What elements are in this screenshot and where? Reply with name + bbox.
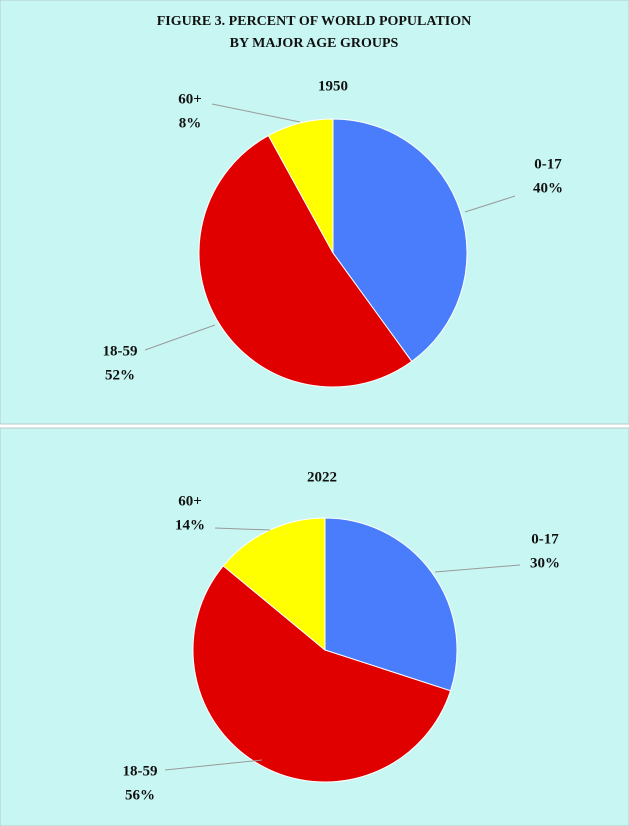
leader-line xyxy=(464,195,516,213)
category-label: 18-59 xyxy=(103,343,138,359)
chart-title: 1950 xyxy=(318,78,348,94)
chart-title: 2022 xyxy=(307,469,337,485)
category-label: 0-17 xyxy=(534,156,562,172)
leader-line xyxy=(434,564,521,573)
leader-line xyxy=(214,527,271,531)
value-label: 8% xyxy=(179,115,202,131)
category-label: 60+ xyxy=(178,91,202,107)
value-label: 40% xyxy=(533,180,563,196)
value-label: 52% xyxy=(105,367,135,383)
value-label: 14% xyxy=(175,517,205,533)
category-label: 18-59 xyxy=(123,763,158,779)
value-label: 30% xyxy=(530,555,560,571)
pie-slice xyxy=(324,517,458,692)
category-label: 60+ xyxy=(178,493,202,509)
pie-slice xyxy=(192,565,452,783)
pie-slice xyxy=(222,517,326,652)
leader-line xyxy=(211,103,301,123)
pie-slice xyxy=(198,134,413,388)
pie-slice xyxy=(267,118,334,254)
category-label: 0-17 xyxy=(531,531,559,547)
leader-line xyxy=(164,759,263,771)
pie-slice xyxy=(332,118,468,363)
value-label: 56% xyxy=(125,787,155,803)
leader-line xyxy=(144,324,216,351)
figure-title: FIGURE 3. PERCENT OF WORLD POPULATION BY … xyxy=(157,14,472,51)
